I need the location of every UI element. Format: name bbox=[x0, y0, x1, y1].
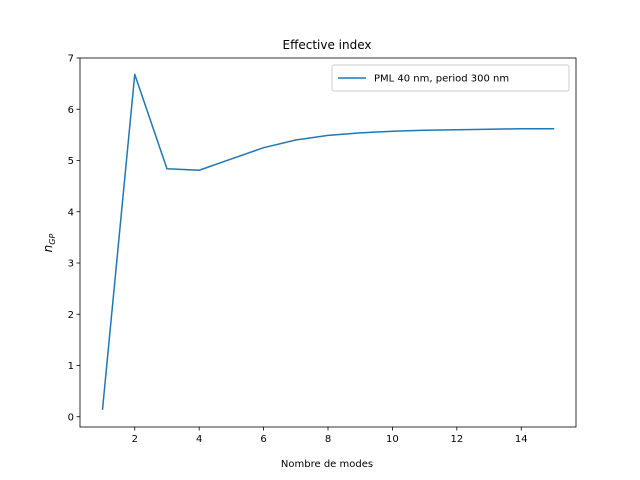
y-tick-label-5: 5 bbox=[68, 156, 74, 167]
series-line-0 bbox=[101, 73, 555, 410]
y-tick-label-3: 3 bbox=[68, 259, 74, 270]
chart-title: Effective index bbox=[283, 38, 372, 52]
y-tick-label-4: 4 bbox=[68, 207, 74, 218]
y-tick-label-6: 6 bbox=[68, 105, 74, 116]
x-tick-label-8: 8 bbox=[325, 434, 331, 445]
y-tick-label-7: 7 bbox=[68, 54, 74, 65]
legend: PML 40 nm, period 300 nm bbox=[331, 64, 570, 92]
y-axis-label-base: n bbox=[41, 245, 55, 253]
legend-box bbox=[331, 64, 570, 92]
y-axis-label: nGP bbox=[41, 234, 57, 253]
x-tick-label-2: 2 bbox=[132, 434, 138, 445]
y-tick-label-1: 1 bbox=[68, 361, 74, 372]
y-tick-label-2: 2 bbox=[68, 310, 74, 321]
x-tick-label-12: 12 bbox=[450, 434, 463, 445]
x-tick-label-4: 4 bbox=[196, 434, 202, 445]
axes-frame bbox=[79, 57, 577, 428]
y-axis-label-subscript: GP bbox=[48, 234, 57, 245]
y-tick-label-0: 0 bbox=[68, 412, 74, 423]
x-tick-label-14: 14 bbox=[515, 434, 528, 445]
x-tick-label-6: 6 bbox=[260, 434, 266, 445]
x-axis-label: Nombre de modes bbox=[281, 459, 373, 470]
legend-label-0: PML 40 nm, period 300 nm bbox=[374, 74, 509, 85]
x-tick-label-10: 10 bbox=[386, 434, 399, 445]
